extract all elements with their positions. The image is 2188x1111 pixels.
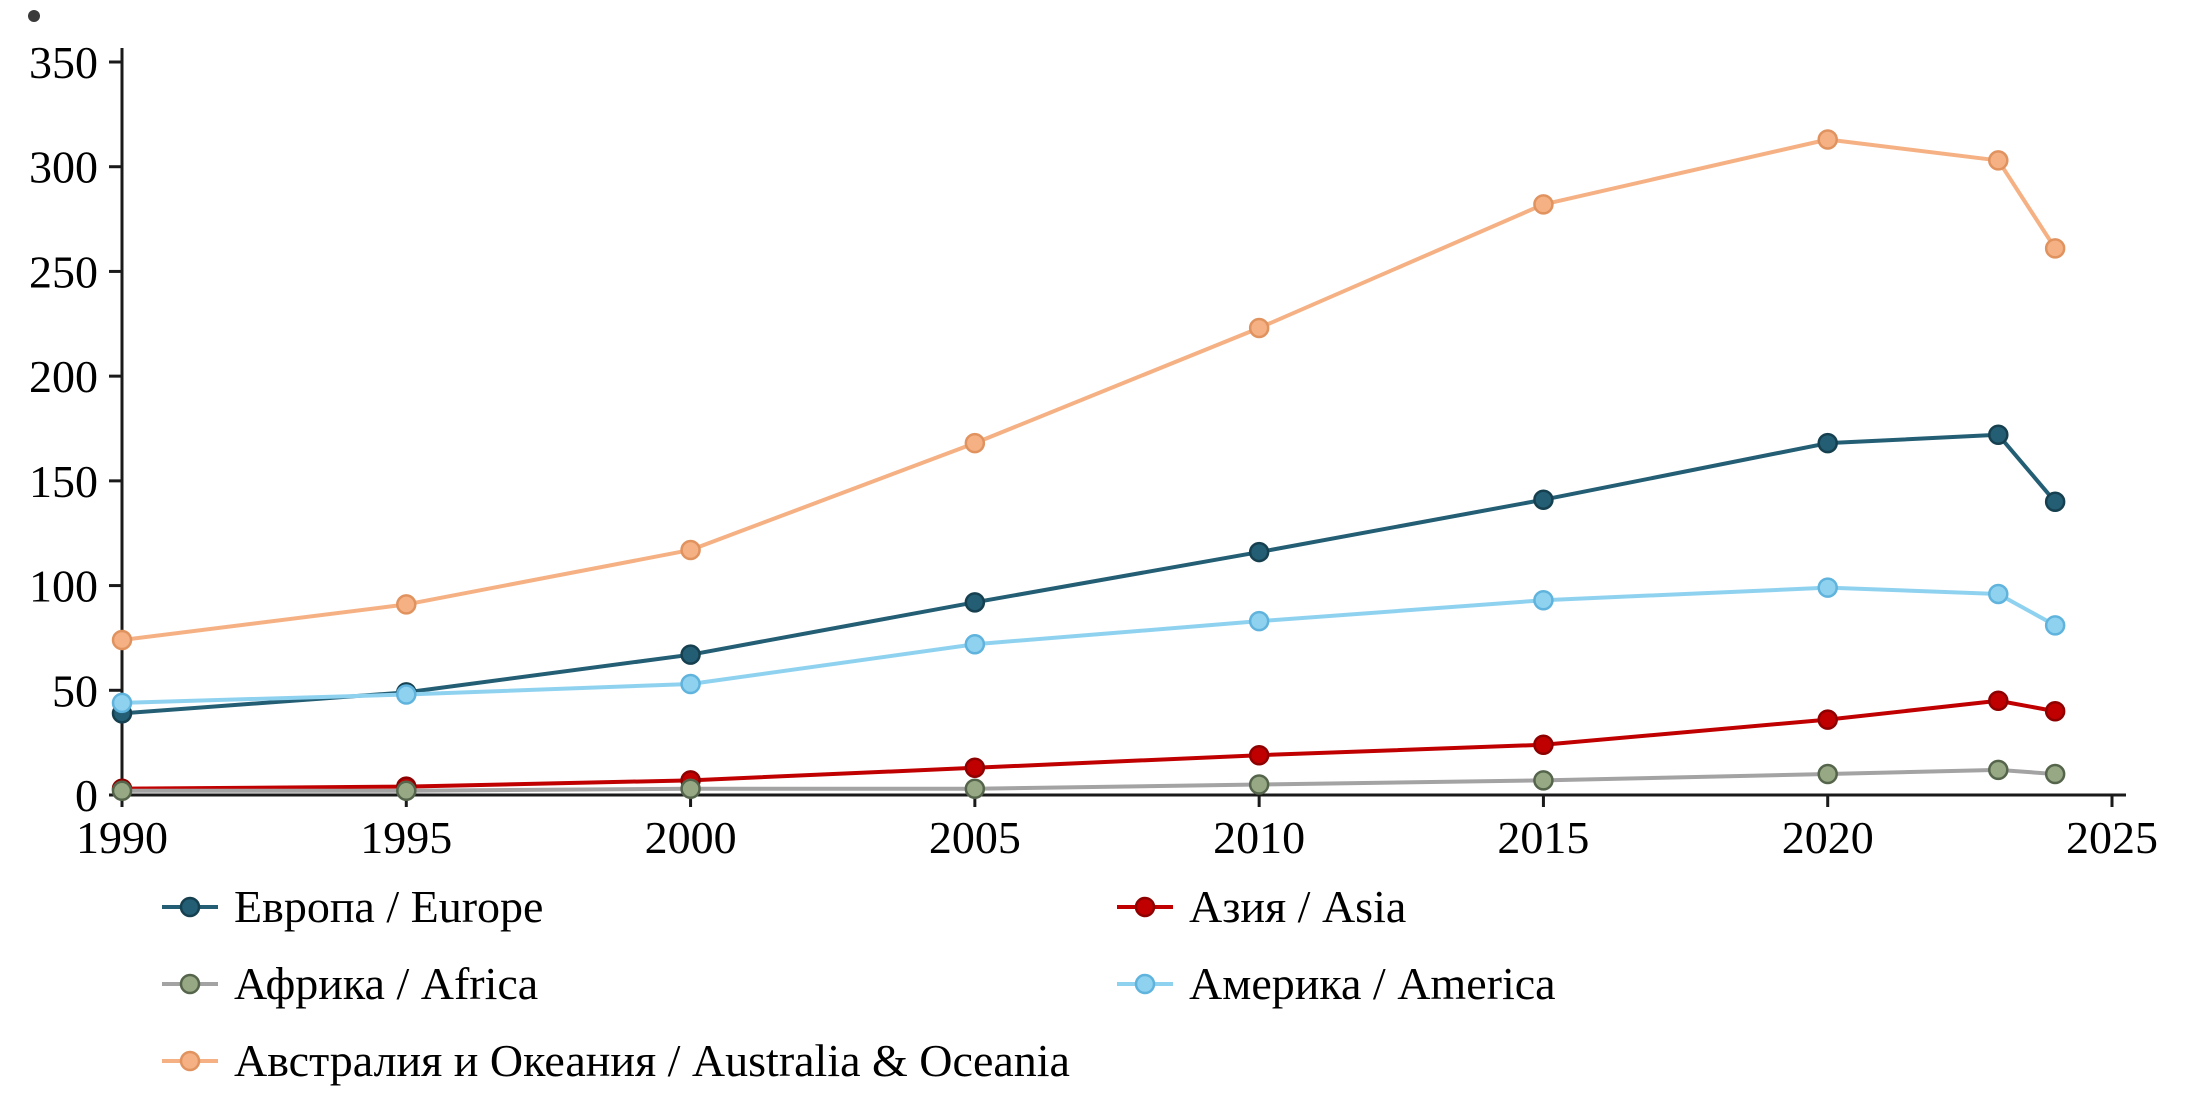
series-marker [111, 780, 133, 802]
x-tick-label: 2010 [1213, 812, 1305, 863]
series-marker [1988, 150, 2009, 171]
y-tick-label: 300 [29, 142, 98, 193]
series-marker [964, 757, 986, 779]
series-marker [1533, 770, 1554, 791]
series-marker [1248, 541, 1270, 563]
series-marker [1817, 763, 1838, 785]
x-tick-label: 1995 [360, 812, 452, 863]
series-marker [1533, 489, 1554, 510]
legend-label: Америка / America [1189, 958, 1556, 1009]
series-marker [964, 592, 986, 613]
legend-label: Азия / Asia [1189, 881, 1407, 932]
series-marker [964, 778, 986, 799]
series-marker [2044, 238, 2066, 259]
legend-marker-icon [1117, 896, 1173, 917]
series-marker [1533, 194, 1554, 215]
series-marker [964, 633, 986, 655]
x-tick-label: 2015 [1497, 812, 1589, 863]
series-marker [1248, 774, 1270, 795]
series-marker [1988, 424, 2009, 446]
series-marker [1248, 610, 1270, 632]
series-marker [1817, 709, 1838, 730]
stray-dot [28, 10, 40, 22]
series-marker [680, 778, 701, 799]
series-marker [111, 629, 133, 651]
series-marker [1988, 583, 2009, 605]
legend-item: Азия / Asia [1115, 880, 1556, 933]
legend-marker-icon [1117, 973, 1173, 994]
y-tick-label: 200 [29, 351, 98, 402]
series-marker [2044, 763, 2066, 785]
y-tick-label: 0 [75, 770, 98, 821]
series-marker [396, 780, 417, 802]
series-line [120, 137, 2058, 643]
series-marker [396, 594, 417, 615]
series-marker [111, 692, 133, 714]
series-marker [680, 644, 701, 665]
legend-item: Европа / Europe [160, 880, 1115, 933]
x-tick-label: 1990 [76, 812, 168, 863]
y-tick-label: 50 [52, 665, 98, 716]
line-chart: 0 50 100 150 200 250 300 350 1990 1995 2000 2005 201… [28, 10, 2158, 863]
series-marker [1248, 744, 1270, 766]
y-tick-label: 150 [29, 456, 98, 507]
legend: Европа / Europe Азия / Asia Африка / Afric… [160, 880, 1556, 1087]
legend-item: Африка / Africa [160, 957, 1115, 1010]
x-tick-label: 2005 [929, 812, 1021, 863]
series-marker [1988, 759, 2009, 781]
series-marker [1248, 317, 1270, 339]
series-line [120, 432, 2058, 716]
series-marker [680, 539, 701, 561]
legend-label: Европа / Europe [234, 881, 544, 932]
x-tick-label: 2000 [645, 812, 737, 863]
series-marker [1817, 432, 1838, 454]
series-marker [1988, 690, 2009, 712]
legend-label: Африка / Africa [234, 958, 539, 1009]
series-marker [1817, 577, 1838, 598]
plot-area: 0 50 100 150 200 250 300 350 1990 1995 2000 2005 201… [28, 10, 2158, 863]
legend-marker-icon [162, 1050, 218, 1071]
y-tick-label: 350 [29, 37, 98, 88]
x-tick-label: 2020 [1782, 812, 1874, 863]
legend-item: Америка / America [1115, 957, 1556, 1010]
series-marker [2044, 615, 2066, 636]
x-tick-label: 2025 [2066, 812, 2158, 863]
y-tick-label: 100 [29, 561, 98, 612]
legend-marker-icon [162, 896, 218, 917]
y-tick-label: 250 [29, 246, 98, 297]
series-marker [1533, 589, 1554, 611]
legend-marker-icon [162, 973, 218, 994]
legend-label: Австралия и Океания / Australia & Oceani… [234, 1035, 1070, 1086]
series-marker [2044, 491, 2066, 513]
series-marker [964, 432, 986, 454]
legend-item: Австралия и Океания / Australia & Oceani… [160, 1034, 1115, 1087]
series-marker [2044, 700, 2066, 722]
series-marker [1533, 734, 1554, 755]
series-marker [1817, 129, 1838, 150]
series-marker [396, 684, 417, 705]
series-marker [680, 673, 701, 695]
